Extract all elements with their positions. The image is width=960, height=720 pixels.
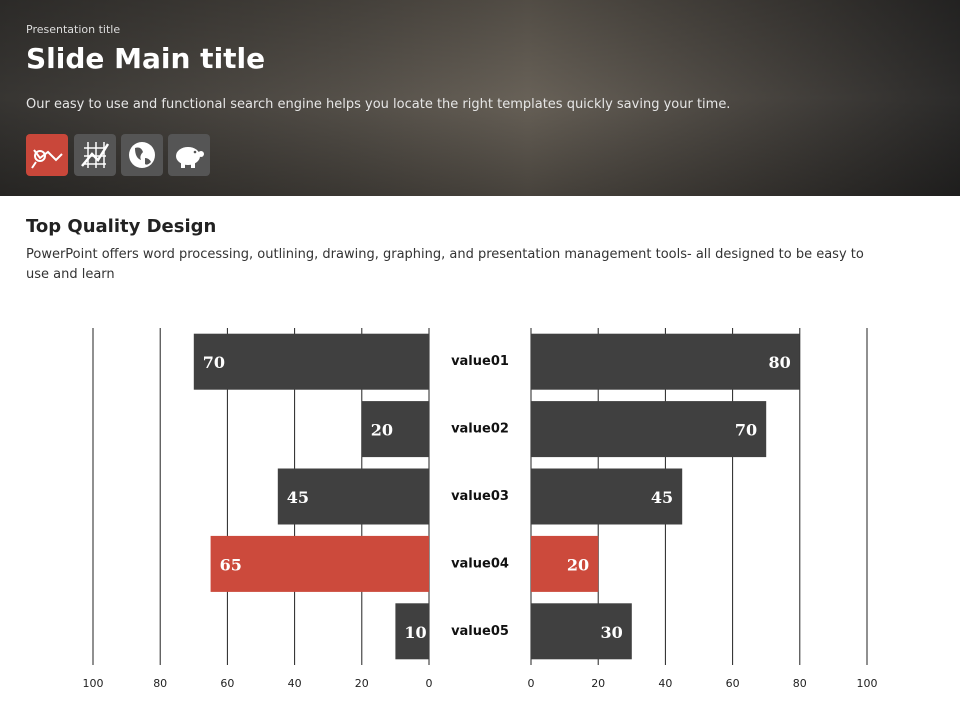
- x-tick-label: 60: [726, 677, 740, 690]
- icon-button[interactable]: [74, 134, 116, 176]
- icon: [176, 147, 204, 168]
- data-label: 80: [769, 353, 791, 372]
- icon-button[interactable]: [168, 134, 210, 176]
- x-tick-label: 100: [83, 677, 104, 690]
- x-tick-label: 80: [793, 677, 807, 690]
- icon: [81, 142, 110, 168]
- bar: [531, 603, 632, 660]
- data-label: 45: [287, 488, 309, 507]
- data-label: 20: [371, 421, 393, 440]
- category-label: value04: [451, 556, 509, 571]
- data-label: 20: [567, 555, 589, 574]
- category-label: value01: [451, 354, 509, 369]
- bar: [531, 333, 800, 390]
- x-tick-label: 40: [658, 677, 672, 690]
- section-body: PowerPoint offers word processing, outli…: [26, 247, 864, 282]
- x-tick-label: 20: [355, 677, 369, 690]
- x-tick-label: 40: [288, 677, 302, 690]
- icon-button[interactable]: [26, 134, 68, 176]
- bar: [531, 401, 767, 458]
- hero-banner: Presentation title Slide Main title Our …: [0, 0, 960, 196]
- subtitle: Our easy to use and functional search en…: [26, 97, 731, 112]
- data-label: 70: [203, 353, 225, 372]
- x-tick-label: 0: [528, 677, 535, 690]
- x-tick-label: 20: [591, 677, 605, 690]
- category-label: value05: [451, 624, 509, 639]
- x-tick-label: 100: [857, 677, 878, 690]
- x-tick-label: 60: [220, 677, 234, 690]
- bar: [531, 468, 683, 525]
- data-label: 10: [404, 623, 426, 642]
- icon: [129, 142, 155, 168]
- bar: [210, 535, 429, 592]
- data-label: 30: [601, 623, 623, 642]
- presentation-title: Presentation title: [26, 23, 121, 36]
- x-tick-label: 80: [153, 677, 167, 690]
- main-title: Slide Main title: [26, 42, 266, 75]
- data-label: 45: [651, 488, 673, 507]
- data-label: 70: [735, 421, 757, 440]
- icon: [31, 149, 63, 169]
- bar: [277, 468, 429, 525]
- category-label: value02: [451, 422, 509, 437]
- bar: [193, 333, 429, 390]
- butterfly-chart: 0 20 40 60 80 100 0 20 40 60 80 100 value01 70 80 value…: [83, 328, 878, 690]
- bar: [531, 535, 599, 592]
- bar: [395, 603, 429, 660]
- section-heading: Top Quality Design: [26, 216, 217, 237]
- x-tick-label: 0: [426, 677, 433, 690]
- category-label: value03: [451, 489, 509, 504]
- data-label: 65: [220, 555, 242, 574]
- icon-button[interactable]: [121, 134, 163, 176]
- bar: [361, 401, 429, 458]
